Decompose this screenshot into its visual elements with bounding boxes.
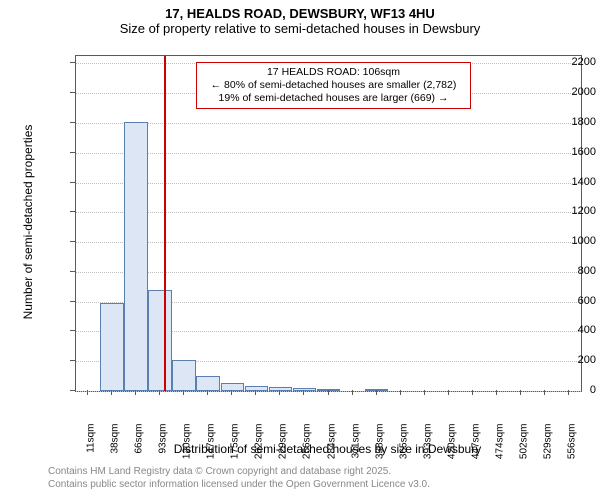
x-tick-mark bbox=[111, 390, 112, 395]
x-tick-mark bbox=[352, 390, 353, 395]
x-tick-mark bbox=[183, 390, 184, 395]
y-tick-label: 1000 bbox=[529, 235, 596, 247]
y-tick-mark bbox=[70, 182, 75, 183]
title-block: 17, HEALDS ROAD, DEWSBURY, WF13 4HU Size… bbox=[0, 0, 600, 36]
x-tick-mark bbox=[544, 390, 545, 395]
histogram-bar bbox=[196, 376, 220, 391]
y-tick-mark bbox=[70, 122, 75, 123]
histogram-bar bbox=[245, 386, 269, 391]
property-marker-line bbox=[164, 56, 166, 391]
x-tick-mark bbox=[159, 390, 160, 395]
chart-title-line1: 17, HEALDS ROAD, DEWSBURY, WF13 4HU bbox=[0, 6, 600, 21]
x-tick-mark bbox=[472, 390, 473, 395]
histogram-bar bbox=[148, 290, 172, 391]
x-tick-mark bbox=[231, 390, 232, 395]
histogram-bar bbox=[172, 360, 196, 391]
y-tick-mark bbox=[70, 390, 75, 391]
x-tick-mark bbox=[496, 390, 497, 395]
y-tick-label: 1800 bbox=[529, 116, 596, 128]
x-tick-mark bbox=[448, 390, 449, 395]
chart-container: 17, HEALDS ROAD, DEWSBURY, WF13 4HU Size… bbox=[0, 0, 600, 500]
gridline bbox=[76, 183, 581, 184]
y-tick-label: 2000 bbox=[529, 86, 596, 98]
x-tick-mark bbox=[87, 390, 88, 395]
annotation-box: 17 HEALDS ROAD: 106sqm← 80% of semi-deta… bbox=[196, 62, 471, 109]
y-tick-mark bbox=[70, 241, 75, 242]
gridline bbox=[76, 391, 581, 392]
footer-attribution: Contains HM Land Registry data © Crown c… bbox=[48, 466, 430, 491]
x-tick-mark bbox=[279, 390, 280, 395]
plot-area: 17 HEALDS ROAD: 106sqm← 80% of semi-deta… bbox=[75, 55, 582, 392]
y-tick-mark bbox=[70, 301, 75, 302]
gridline bbox=[76, 153, 581, 154]
x-tick-mark bbox=[303, 390, 304, 395]
y-tick-mark bbox=[70, 330, 75, 331]
x-tick-mark bbox=[400, 390, 401, 395]
footer-line1: Contains HM Land Registry data © Crown c… bbox=[48, 466, 430, 479]
annotation-line: 19% of semi-detached houses are larger (… bbox=[203, 92, 464, 105]
histogram-bar bbox=[221, 383, 245, 391]
histogram-bar bbox=[124, 122, 148, 391]
footer-line2: Contains public sector information licen… bbox=[48, 479, 430, 492]
annotation-line: ← 80% of semi-detached houses are smalle… bbox=[203, 79, 464, 92]
chart-title-line2: Size of property relative to semi-detach… bbox=[0, 21, 600, 36]
gridline bbox=[76, 272, 581, 273]
annotation-line: 17 HEALDS ROAD: 106sqm bbox=[203, 66, 464, 79]
y-tick-mark bbox=[70, 152, 75, 153]
y-tick-label: 1600 bbox=[529, 146, 596, 158]
histogram-bar bbox=[293, 388, 317, 391]
x-tick-mark bbox=[207, 390, 208, 395]
x-tick-mark bbox=[135, 390, 136, 395]
x-tick-mark bbox=[520, 390, 521, 395]
y-tick-mark bbox=[70, 92, 75, 93]
y-tick-label: 600 bbox=[529, 295, 596, 307]
histogram-bar bbox=[100, 303, 124, 391]
x-tick-mark bbox=[568, 390, 569, 395]
histogram-bar bbox=[269, 387, 293, 391]
y-tick-label: 0 bbox=[529, 384, 596, 396]
x-tick-mark bbox=[255, 390, 256, 395]
y-axis-title: Number of semi-detached properties bbox=[21, 112, 35, 332]
y-tick-mark bbox=[70, 271, 75, 272]
x-tick-mark bbox=[376, 390, 377, 395]
y-tick-mark bbox=[70, 211, 75, 212]
y-tick-label: 2200 bbox=[529, 56, 596, 68]
y-tick-mark bbox=[70, 62, 75, 63]
y-tick-label: 800 bbox=[529, 265, 596, 277]
gridline bbox=[76, 212, 581, 213]
x-tick-mark bbox=[328, 390, 329, 395]
y-tick-label: 1400 bbox=[529, 176, 596, 188]
x-axis-title: Distribution of semi-detached houses by … bbox=[75, 442, 580, 456]
y-tick-mark bbox=[70, 360, 75, 361]
x-tick-mark bbox=[424, 390, 425, 395]
y-tick-label: 400 bbox=[529, 324, 596, 336]
gridline bbox=[76, 123, 581, 124]
y-tick-label: 1200 bbox=[529, 205, 596, 217]
gridline bbox=[76, 242, 581, 243]
y-tick-label: 200 bbox=[529, 354, 596, 366]
